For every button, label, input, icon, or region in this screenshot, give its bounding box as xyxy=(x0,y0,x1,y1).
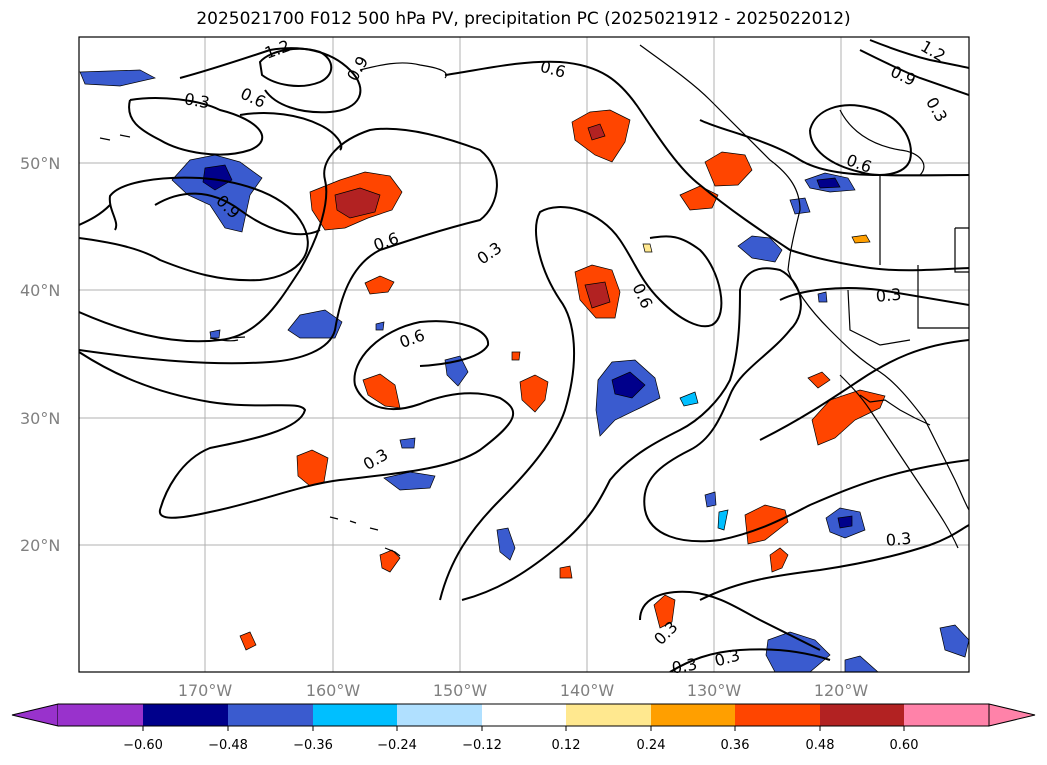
contour-label: 0.3 xyxy=(875,285,902,306)
lon-label: 170°W xyxy=(178,681,233,700)
longitude-labels: 170°W 160°W 150°W 140°W 130°W 120°W xyxy=(178,681,869,700)
contour-label: 0.3 xyxy=(885,529,912,550)
colorbar-tick-label: 0.48 xyxy=(806,738,835,753)
colorbar-segment xyxy=(397,704,482,726)
colorbar-segment xyxy=(735,704,820,726)
lat-label: 30°N xyxy=(20,409,60,428)
colorbar-tick-label: −0.12 xyxy=(462,738,502,753)
lon-label: 150°W xyxy=(433,681,488,700)
colorbar-segment xyxy=(58,704,143,726)
map-title: 2025021700 F012 500 hPa PV, precipitatio… xyxy=(196,9,851,29)
colorbar-tick-label: −0.60 xyxy=(123,738,163,753)
colorbar-segment xyxy=(313,704,397,726)
latitude-labels: 20°N 30°N 40°N 50°N xyxy=(20,154,60,555)
colorbar-segment xyxy=(904,704,989,726)
colorbar-segment xyxy=(566,704,651,726)
colorbar-segment xyxy=(143,704,228,726)
colorbar-extend-right xyxy=(988,703,1036,727)
colorbar-tick-label: 0.60 xyxy=(890,738,919,753)
contour-label: 0.3 xyxy=(183,89,211,112)
colorbar-tick-label: −0.24 xyxy=(377,738,417,753)
colorbar-extend-left xyxy=(11,703,59,727)
colorbar-tick-label: 0.24 xyxy=(637,738,666,753)
lon-label: 130°W xyxy=(687,681,742,700)
colorbar-tick-label: 0.12 xyxy=(552,738,581,753)
lat-label: 20°N xyxy=(20,536,60,555)
map-frame xyxy=(78,36,970,673)
colorbar-segment xyxy=(651,704,735,726)
colorbar-tick-label: 0.36 xyxy=(721,738,750,753)
colorbar-tick-label: −0.36 xyxy=(293,738,333,753)
lat-label: 50°N xyxy=(20,154,60,173)
lon-label: 140°W xyxy=(560,681,615,700)
colorbar-segment xyxy=(482,704,566,726)
colorbar-segment xyxy=(820,704,904,726)
colorbar-tick-label: −0.48 xyxy=(208,738,248,753)
coastlines xyxy=(99,44,969,557)
colorbar: −0.60 −0.48 −0.36 −0.24 −0.12 0.12 0.24 … xyxy=(11,703,1036,753)
lon-label: 160°W xyxy=(306,681,361,700)
contour-label: 0.3 xyxy=(670,654,698,677)
map-panel xyxy=(79,37,969,672)
colorbar-segment xyxy=(228,704,313,726)
lat-label: 40°N xyxy=(20,281,60,300)
lon-label: 120°W xyxy=(814,681,869,700)
